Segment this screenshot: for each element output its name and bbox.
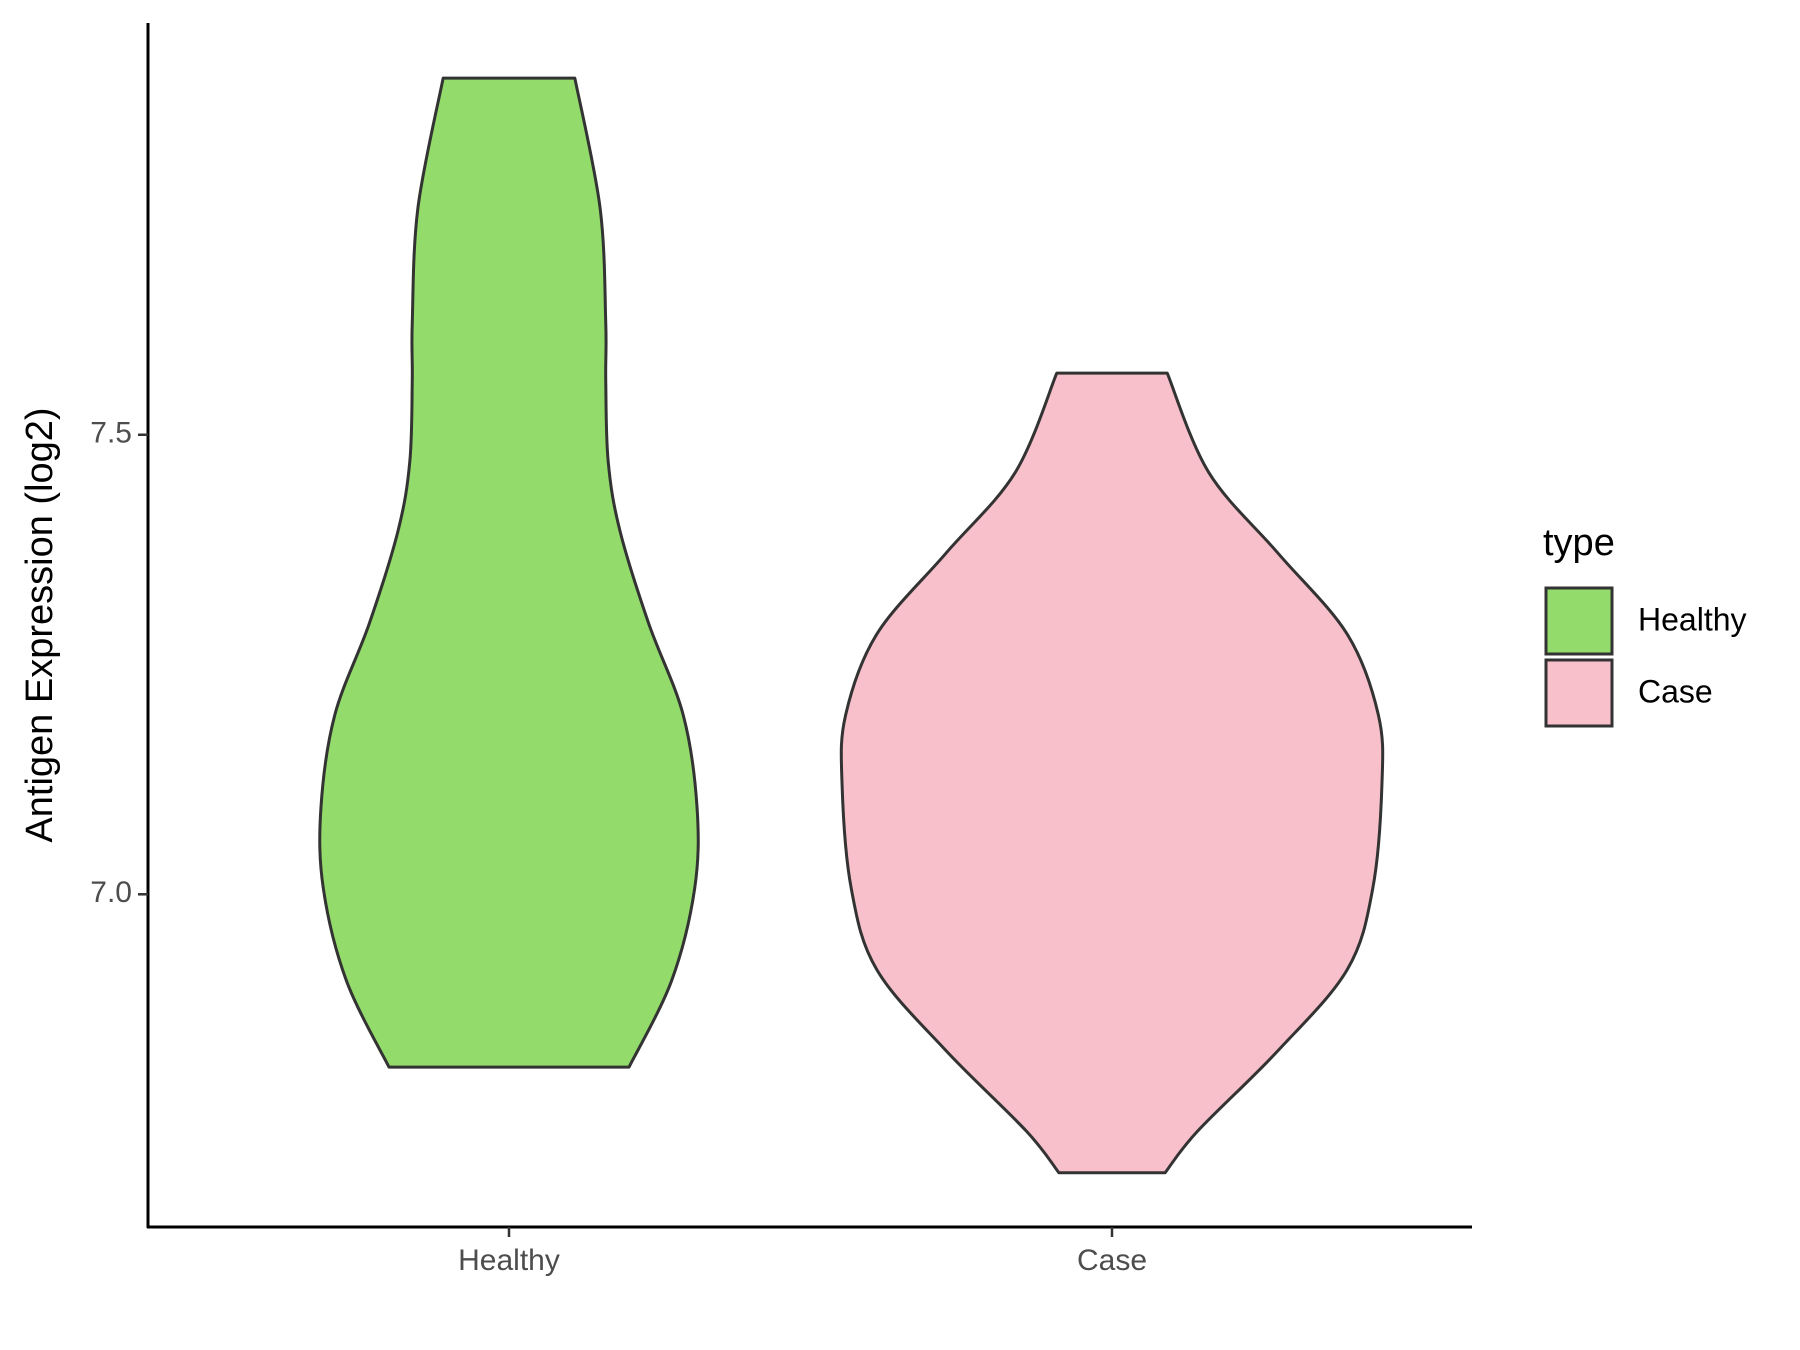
legend-label: Healthy [1638,601,1747,637]
legend-key [1544,586,1614,656]
legend-key [1544,658,1614,728]
y-axis-title: Antigen Expression (log2) [19,407,61,842]
violin [839,371,1385,1175]
violin [318,76,700,1069]
y-tick-label: 7.5 [90,417,132,450]
legend-label: Case [1638,673,1713,709]
y-tick-label: 7.0 [90,876,132,909]
legend-title: type [1543,522,1615,564]
x-tick-label: Healthy [458,1244,560,1277]
x-tick-label: Case [1077,1244,1147,1277]
